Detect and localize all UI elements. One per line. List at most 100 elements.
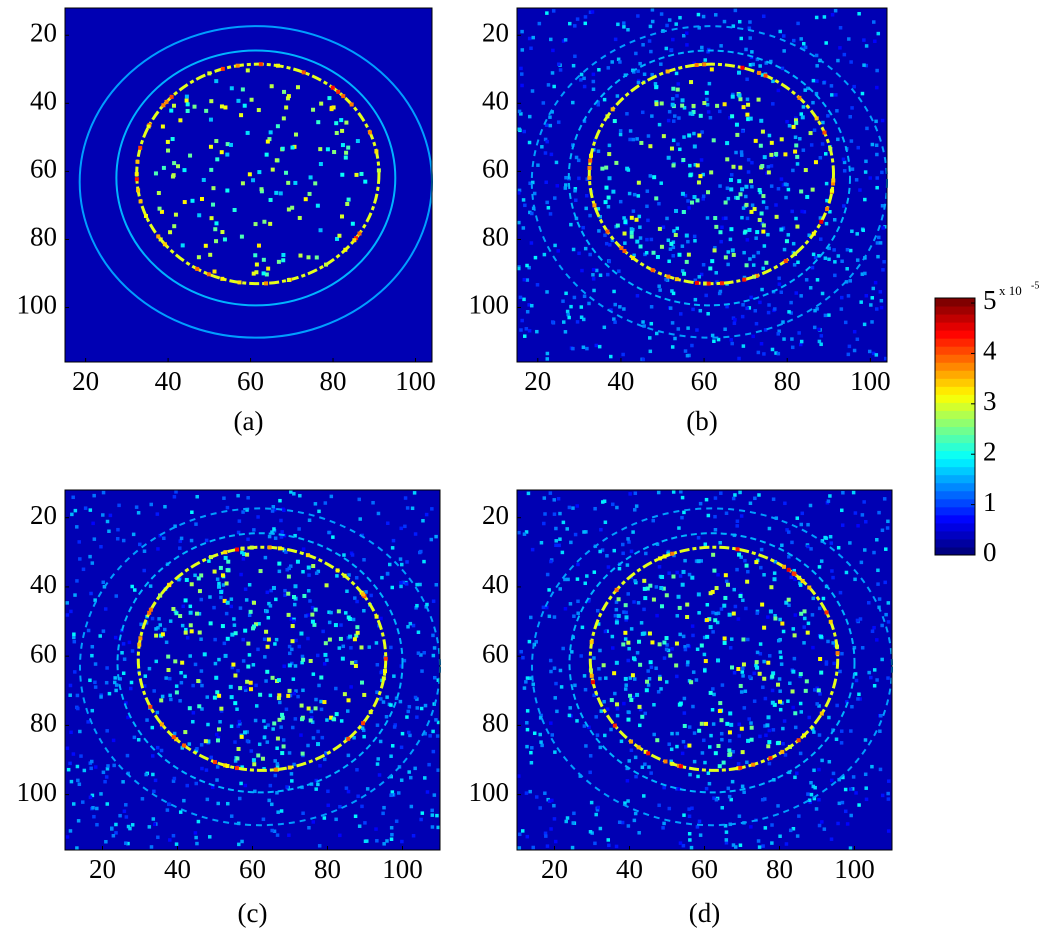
noise-cell	[599, 273, 603, 277]
noise-cell	[291, 726, 295, 730]
noise-cell	[634, 52, 638, 56]
noise-cell	[580, 73, 584, 77]
noise-cell	[285, 785, 289, 789]
noise-cell	[670, 48, 674, 52]
noise-cell	[671, 345, 675, 349]
tissue-cell	[806, 631, 810, 635]
noise-cell	[791, 169, 795, 173]
noise-cell	[703, 761, 707, 765]
noise-cell	[746, 570, 750, 574]
noise-cell	[530, 241, 534, 245]
tissue-cell	[188, 706, 192, 710]
noise-cell	[246, 496, 250, 500]
x-tick-label: 80	[314, 854, 341, 884]
noise-cell	[163, 505, 167, 509]
edge-cell	[135, 160, 139, 164]
tissue-cell	[689, 112, 693, 116]
noise-cell	[780, 177, 784, 181]
noise-cell	[760, 288, 764, 292]
tissue-cell	[660, 575, 664, 579]
noise-cell	[665, 47, 669, 51]
noise-cell	[389, 646, 393, 650]
edge-cell	[670, 762, 674, 766]
noise-cell	[195, 495, 199, 499]
tissue-cell	[602, 663, 606, 667]
tissue-cell	[649, 660, 653, 664]
noise-cell	[811, 613, 815, 617]
tissue-cell	[351, 222, 355, 226]
noise-cell	[376, 723, 380, 727]
noise-cell	[864, 773, 868, 777]
tissue-cell	[723, 636, 727, 640]
edge-cell	[664, 759, 668, 763]
tissue-cell	[624, 603, 628, 607]
noise-cell	[822, 81, 826, 85]
tissue-cell	[699, 114, 703, 118]
tissue-cell	[677, 253, 681, 257]
noise-cell	[129, 687, 133, 691]
noise-cell	[723, 327, 727, 331]
noise-cell	[645, 251, 649, 255]
y-tick-label: 100	[469, 777, 510, 807]
noise-cell	[230, 725, 234, 729]
noise-cell	[349, 685, 353, 689]
tissue-cell	[737, 179, 741, 183]
noise-cell	[546, 844, 550, 848]
noise-cell	[290, 779, 294, 783]
noise-cell	[385, 695, 389, 699]
noise-cell	[661, 826, 665, 830]
edge-cell	[361, 592, 365, 596]
noise-cell	[770, 823, 774, 827]
noise-cell	[152, 790, 156, 794]
noise-cell	[554, 539, 558, 543]
noise-cell	[732, 497, 736, 501]
noise-cell	[871, 296, 875, 300]
tissue-cell	[190, 582, 194, 586]
noise-cell	[399, 700, 403, 704]
tissue-cell	[681, 98, 685, 102]
noise-cell	[850, 705, 854, 709]
noise-cell	[857, 693, 861, 697]
noise-cell	[613, 320, 617, 324]
noise-cell	[655, 614, 659, 618]
noise-cell	[94, 765, 98, 769]
noise-cell	[238, 519, 242, 523]
edge-cell	[238, 280, 242, 284]
tissue-cell	[742, 105, 746, 109]
noise-cell	[754, 236, 758, 240]
noise-cell	[667, 742, 671, 746]
noise-cell	[262, 818, 266, 822]
tissue-cell	[771, 701, 775, 705]
noise-cell	[551, 49, 555, 53]
noise-cell	[855, 178, 859, 182]
noise-cell	[186, 636, 190, 640]
noise-cell	[519, 328, 523, 332]
edge-cell	[835, 645, 839, 649]
tissue-cell	[154, 171, 158, 175]
tissue-cell	[292, 595, 296, 599]
noise-cell	[248, 653, 252, 657]
noise-cell	[292, 677, 296, 681]
tissue-cell	[214, 239, 218, 243]
noise-cell	[684, 745, 688, 749]
noise-cell	[243, 686, 247, 690]
tissue-cell	[704, 722, 708, 726]
noise-cell	[863, 272, 867, 276]
noise-cell	[638, 225, 642, 229]
edge-cell	[306, 553, 310, 557]
noise-cell	[744, 607, 748, 611]
x-tick-label: 80	[320, 366, 347, 396]
noise-cell	[530, 212, 534, 216]
noise-cell	[91, 561, 95, 565]
tissue-cell	[233, 208, 237, 212]
noise-cell	[137, 511, 141, 515]
tissue-cell	[741, 750, 745, 754]
noise-cell	[671, 97, 675, 101]
noise-cell	[549, 827, 553, 831]
noise-cell	[626, 592, 630, 596]
noise-cell	[812, 79, 816, 83]
noise-cell	[761, 267, 765, 271]
noise-cell	[283, 589, 287, 593]
noise-cell	[712, 339, 716, 343]
noise-cell	[633, 677, 637, 681]
